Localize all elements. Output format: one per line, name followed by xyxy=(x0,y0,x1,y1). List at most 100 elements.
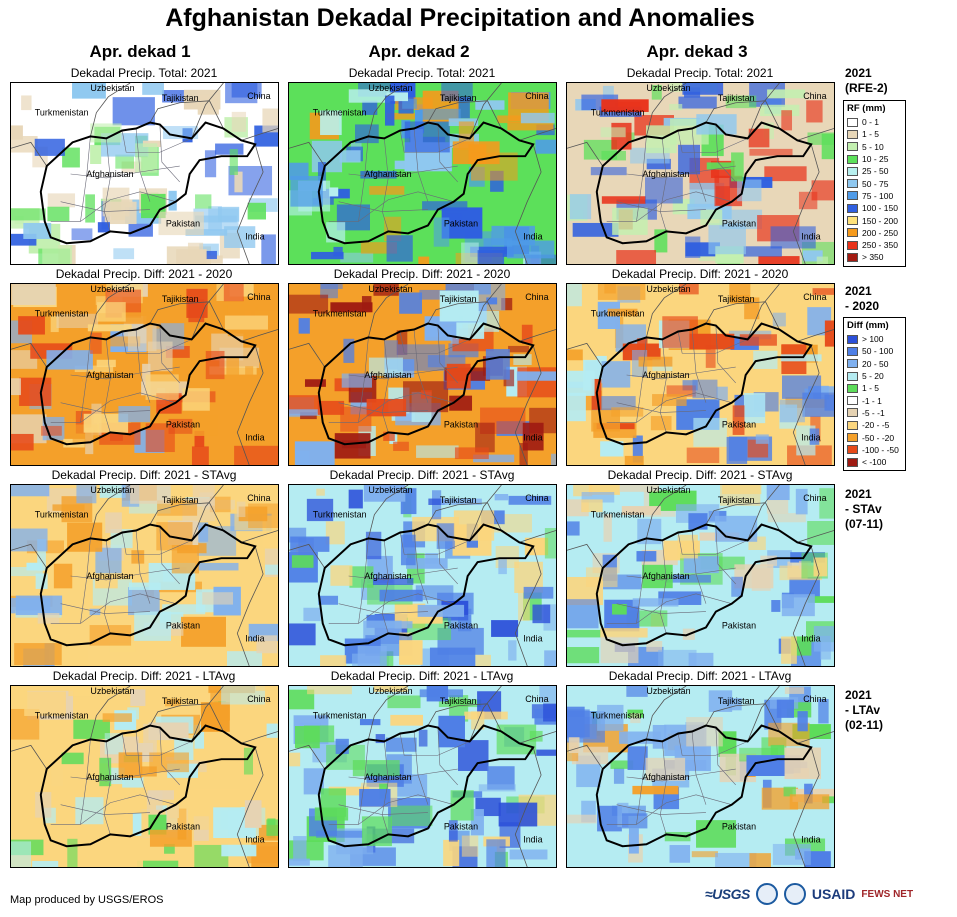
map-panel-r1-c1: Uzbekistan Tajikistan China Turkmenistan Afg… xyxy=(10,82,279,265)
precip-cell xyxy=(611,805,646,816)
province-boundary xyxy=(338,402,428,413)
map-label-turkmenistan: Turkmenistan xyxy=(591,711,645,721)
precip-cell xyxy=(689,333,735,350)
precip-cell xyxy=(449,395,473,411)
precip-cell xyxy=(406,558,448,569)
precip-cell xyxy=(366,398,407,417)
map-label-afghanistan: Afghanistan xyxy=(86,772,133,782)
legend-diff-swatch xyxy=(847,396,858,406)
province-boundary xyxy=(60,201,150,212)
precip-cell xyxy=(46,350,93,370)
precip-cell xyxy=(486,839,506,867)
province-boundary xyxy=(358,337,369,423)
map-label-tajikistan: Tajikistan xyxy=(718,495,755,505)
precip-cell xyxy=(140,766,157,777)
usaid-seal-icon xyxy=(783,883,806,905)
precip-cell xyxy=(142,83,164,95)
precip-cell xyxy=(521,324,533,344)
province-boundary xyxy=(381,339,389,433)
legend-diff-row: > 100 xyxy=(847,333,903,345)
precip-cell xyxy=(567,599,599,629)
precip-cell xyxy=(96,359,116,368)
legend-rf-label: 150 - 200 xyxy=(862,215,898,226)
precip-cell xyxy=(121,312,153,324)
map-label-tajikistan: Tajikistan xyxy=(162,294,199,304)
precip-map: Uzbekistan Tajikistan China Turkmenistan Afg… xyxy=(289,83,556,264)
province-boundary xyxy=(60,402,150,413)
map-label-afghanistan: Afghanistan xyxy=(364,571,411,581)
logo-bar: ≈USGS USAID FEWS NET xyxy=(705,883,913,905)
province-boundary xyxy=(659,339,667,433)
precip-cell xyxy=(532,604,551,624)
precip-cell xyxy=(11,233,37,246)
country-border xyxy=(469,284,502,340)
precip-cell xyxy=(485,349,510,380)
map-label-turkmenistan: Turkmenistan xyxy=(35,510,89,520)
precip-cell xyxy=(784,747,821,780)
province-boundary xyxy=(70,165,180,179)
map-label-pakistan: Pakistan xyxy=(722,419,756,429)
map-panel-r2-c2: Uzbekistan Tajikistan China Turkmenistan Afg… xyxy=(288,283,557,466)
map-label-uzbekistan: Uzbekistan xyxy=(90,83,134,93)
precip-cell xyxy=(339,150,361,163)
province-boundary xyxy=(616,603,706,614)
precip-cell xyxy=(266,723,278,738)
precip-cell xyxy=(798,191,818,210)
precip-cell xyxy=(128,587,160,616)
province-boundary xyxy=(348,768,458,782)
precip-cell xyxy=(590,167,627,176)
precip-cell xyxy=(651,85,662,100)
country-border xyxy=(792,546,820,666)
afghanistan-outline xyxy=(595,724,813,848)
precip-cell xyxy=(115,154,134,169)
precip-cell xyxy=(682,380,698,391)
precip-cell xyxy=(784,687,805,694)
precip-cell xyxy=(243,747,253,775)
province-boundary xyxy=(715,526,736,585)
precip-map: Uzbekistan Tajikistan China Turkmenistan Afg… xyxy=(567,83,834,264)
precip-cell xyxy=(348,489,363,509)
province-boundary xyxy=(437,727,458,786)
legend-diff-swatch xyxy=(847,359,858,369)
precip-cell xyxy=(61,752,84,765)
precip-cell xyxy=(373,686,408,692)
legend-rf-row: 150 - 200 xyxy=(847,214,903,226)
province-boundary xyxy=(399,733,470,756)
precip-cell xyxy=(303,768,324,795)
legend-rf-row: 1 - 5 xyxy=(847,128,903,140)
precip-cell xyxy=(816,256,829,264)
precip-cell xyxy=(193,208,239,231)
precip-cell xyxy=(477,250,505,264)
precip-cell xyxy=(739,334,777,346)
precip-cell xyxy=(112,97,155,126)
precip-cell xyxy=(67,838,78,867)
precip-cell xyxy=(551,453,556,465)
precip-cell xyxy=(32,860,59,867)
panel-title-r3-c1: Dekadal Precip. Diff: 2021 - STAvg xyxy=(51,468,237,482)
legend-diff-row: 5 - 20 xyxy=(847,370,903,382)
legend-diff-label: 50 - 100 xyxy=(862,346,894,357)
legend-rf-swatch xyxy=(847,203,858,213)
country-border xyxy=(514,747,542,867)
country-border xyxy=(747,686,780,742)
precip-cell xyxy=(306,498,334,522)
precip-cell xyxy=(783,786,796,797)
legend-diff-swatch xyxy=(847,420,858,430)
precip-cell xyxy=(420,390,432,399)
precip-cell xyxy=(760,104,800,117)
precip-cell xyxy=(56,313,99,329)
precip-cell xyxy=(418,256,430,264)
province-boundary xyxy=(399,331,470,354)
precip-cell xyxy=(637,338,648,355)
map-label-uzbekistan: Uzbekistan xyxy=(646,83,690,93)
province-boundary xyxy=(636,337,647,423)
precip-cell xyxy=(807,132,834,145)
precip-cell xyxy=(705,345,716,368)
map-label-tajikistan: Tajikistan xyxy=(718,696,755,706)
fews-net-logo: FEWS NET xyxy=(861,888,914,900)
country-border xyxy=(646,686,687,740)
precip-cell xyxy=(266,819,278,836)
panel-title-r1-c3: Dekadal Precip. Total: 2021 xyxy=(626,66,774,80)
precip-cell xyxy=(194,430,205,447)
country-border xyxy=(797,731,834,744)
